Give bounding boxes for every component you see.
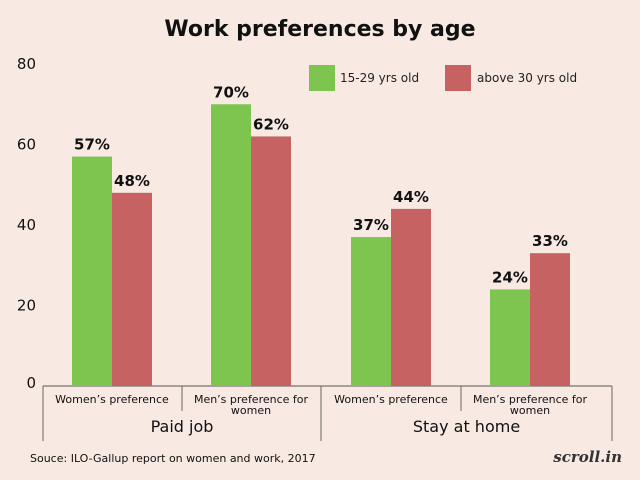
bar [391, 208, 431, 386]
y-tick-label: 80 [17, 55, 36, 73]
legend-swatch [445, 65, 471, 91]
data-label: 44% [393, 188, 429, 206]
category-label: Men’s preference for [194, 393, 309, 406]
category-label: women [510, 404, 550, 417]
group-label: Stay at home [413, 417, 520, 436]
data-label: 37% [353, 216, 389, 234]
category-label: Men’s preference for [473, 393, 588, 406]
data-label: 70% [213, 83, 249, 101]
bar [530, 253, 570, 386]
bar [211, 104, 251, 386]
category-label: Women’s preference [334, 393, 448, 406]
data-label: 62% [253, 115, 289, 133]
category-label: Women’s preference [55, 393, 169, 406]
data-label: 57% [74, 136, 110, 154]
bar [490, 289, 530, 386]
y-tick-label: 0 [26, 374, 36, 392]
bar [72, 156, 112, 386]
legend-label: above 30 yrs old [477, 71, 577, 85]
chart-title: Work preferences by age [164, 17, 475, 42]
brand-logo: scroll.in [553, 448, 622, 466]
plot-area: 0 20 40 60 80 57% 70% 37% 24% 48% 62% 44% 33% Women’s… [17, 55, 613, 441]
y-tick-label: 60 [17, 136, 36, 154]
bar [112, 192, 152, 386]
legend-label: 15-29 yrs old [340, 71, 419, 85]
category-label: women [231, 404, 271, 417]
data-label: 24% [492, 268, 528, 286]
bar [351, 237, 391, 386]
data-label: 48% [114, 172, 150, 190]
group-label: Paid job [151, 417, 214, 436]
data-label: 33% [532, 232, 568, 250]
bar [251, 136, 291, 386]
source-note: Souce: ILO-Gallup report on women and wo… [30, 452, 316, 465]
y-tick-label: 20 [17, 297, 36, 315]
y-tick-label: 40 [17, 216, 36, 234]
legend-swatch [309, 65, 335, 91]
